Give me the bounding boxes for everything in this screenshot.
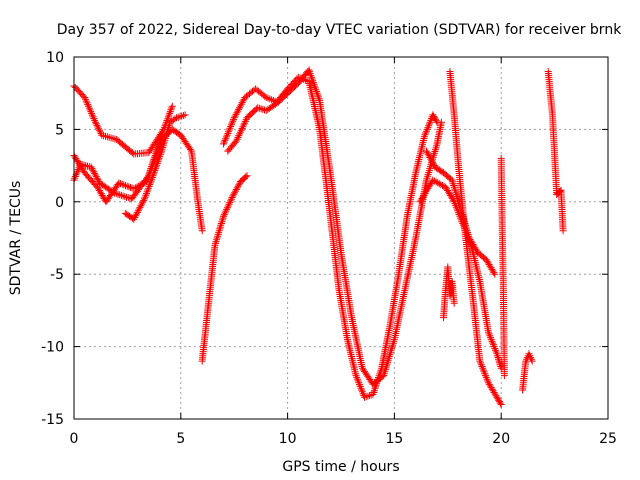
ticks-layer: 0 5 10 15 20 25 10 5 0 -5 -10 -15 — [41, 50, 617, 447]
x-tick-label: 0 — [70, 431, 79, 447]
y-tick-label: 5 — [55, 122, 64, 138]
x-tick-label: 20 — [492, 431, 510, 447]
series-satellite-track-12 — [497, 154, 508, 380]
series-satellite-track-10 — [446, 68, 505, 408]
scatter-marks — [198, 172, 251, 365]
scatter-marks — [416, 176, 505, 372]
y-tick-label: -5 — [50, 267, 64, 283]
x-tick-label: 5 — [176, 431, 185, 447]
y-tick-label: 10 — [46, 50, 64, 66]
scatter-marks — [220, 73, 441, 401]
x-tick-label: 25 — [599, 431, 617, 447]
data-marks-layer — [70, 66, 567, 408]
x-axis-label: GPS time / hours — [282, 459, 399, 475]
scatter-marks — [519, 350, 536, 394]
scatter-marks — [497, 154, 508, 380]
y-tick-label: 0 — [55, 195, 64, 211]
series-satellite-track-9 — [416, 176, 505, 372]
y-tick-label: -10 — [41, 340, 64, 356]
scatter-marks — [544, 68, 567, 235]
x-tick-label: 15 — [385, 431, 403, 447]
scatter-marks — [121, 111, 189, 223]
scatter-marks — [440, 263, 458, 322]
chart-title: Day 357 of 2022, Sidereal Day-to-day VTE… — [57, 22, 622, 38]
y-tick-label: -15 — [41, 412, 64, 428]
scatter-marks — [446, 68, 505, 408]
y-axis-label: SDTVAR / TECUs — [8, 181, 24, 296]
series-satellite-track-11 — [440, 263, 458, 322]
series-satellite-track-6 — [220, 73, 441, 401]
series-satellite-track-5 — [198, 172, 251, 365]
grid-layer — [74, 57, 608, 419]
series-satellite-track-4 — [121, 111, 189, 223]
plot-area-frame — [73, 56, 609, 420]
series-satellite-track-13 — [519, 350, 536, 394]
series-satellite-track-14 — [544, 68, 567, 235]
x-tick-label: 10 — [279, 431, 297, 447]
